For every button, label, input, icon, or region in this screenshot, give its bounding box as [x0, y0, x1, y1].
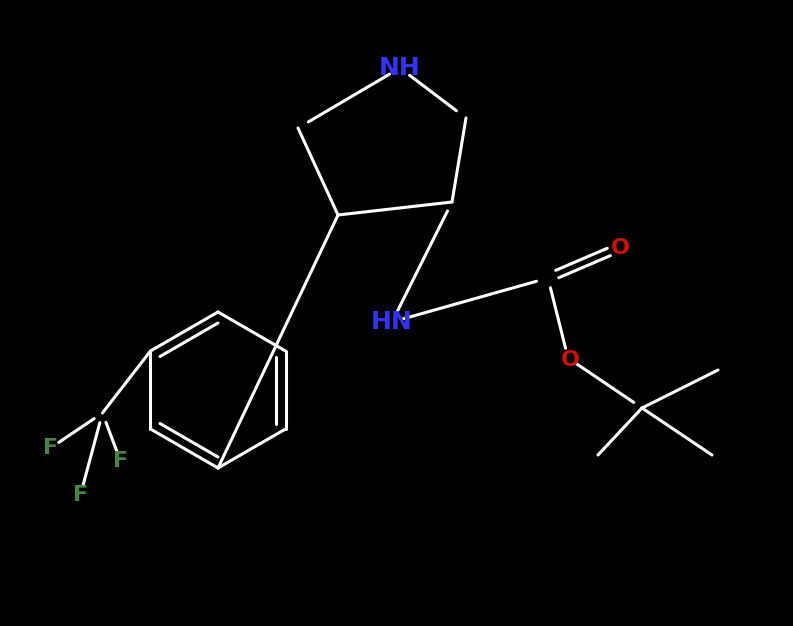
Text: F: F — [113, 451, 128, 471]
Text: O: O — [611, 238, 630, 258]
Text: O: O — [561, 350, 580, 370]
Text: F: F — [43, 438, 58, 458]
Text: HN: HN — [371, 310, 413, 334]
Text: F: F — [73, 485, 88, 505]
Text: NH: NH — [379, 56, 421, 80]
